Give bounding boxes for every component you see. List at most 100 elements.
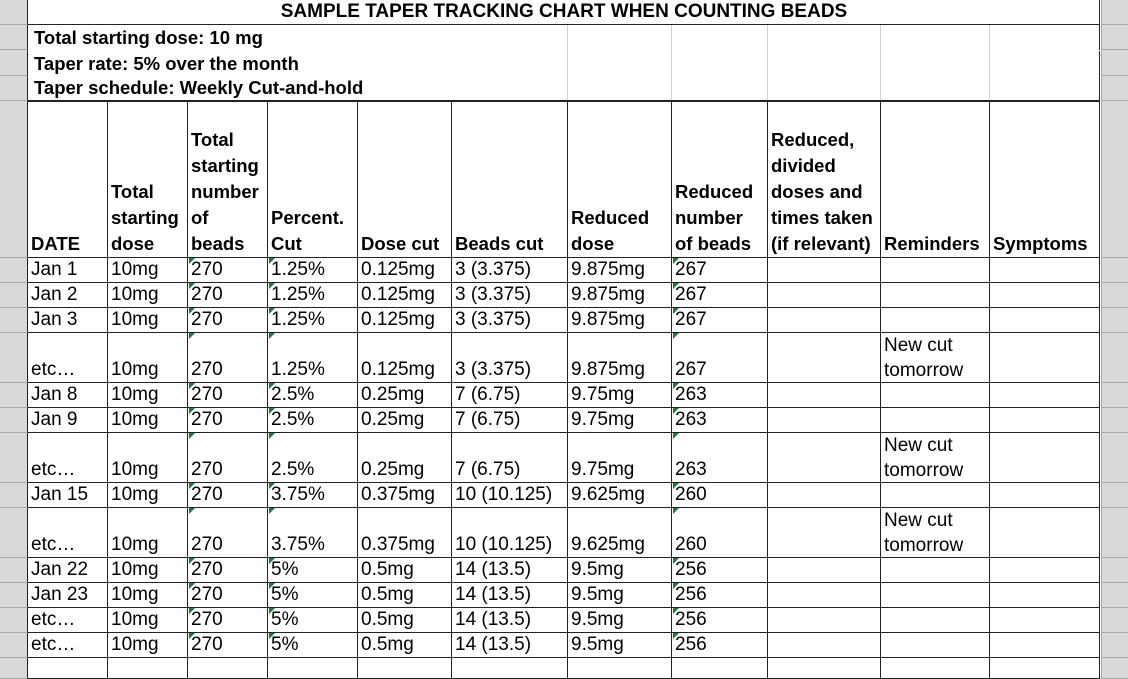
- error-indicator: [673, 483, 679, 489]
- table-cell: 9.5mg: [568, 633, 672, 658]
- table-cell: 2.5%: [268, 433, 358, 483]
- table-cell: [268, 658, 358, 679]
- table-cell: etc…: [28, 633, 108, 658]
- side-cell: [1101, 633, 1128, 658]
- table-cell: 270: [188, 558, 268, 583]
- table-cell: 270: [188, 583, 268, 608]
- row-header: [0, 258, 28, 283]
- row-header: [0, 101, 28, 258]
- table-cell: [768, 258, 881, 283]
- table-cell: [990, 308, 1100, 333]
- row-header: [0, 76, 28, 101]
- table-cell: 5%: [268, 583, 358, 608]
- side-cell: [1101, 258, 1128, 283]
- table-cell: [28, 658, 108, 679]
- table-cell: 0.375mg: [358, 508, 452, 558]
- table-cell: 7 (6.75): [452, 433, 568, 483]
- grid-line: [671, 25, 672, 100]
- side-cell: [1101, 25, 1128, 50]
- error-indicator: [269, 283, 275, 289]
- table-cell: [990, 333, 1100, 383]
- table-cell: 256: [672, 583, 768, 608]
- error-indicator: [269, 408, 275, 414]
- column-header: Total starting dose: [108, 101, 188, 258]
- table-cell: 10mg: [108, 483, 188, 508]
- row-header: [0, 383, 28, 408]
- side-cell: [1101, 0, 1128, 25]
- side-cell: [1101, 308, 1128, 333]
- table-cell: 14 (13.5): [452, 608, 568, 633]
- table-cell: [672, 658, 768, 679]
- table-cell: 7 (6.75): [452, 408, 568, 433]
- error-indicator: [269, 558, 275, 564]
- table-cell: 267: [672, 283, 768, 308]
- error-indicator: [673, 308, 679, 314]
- table-cell: 267: [672, 308, 768, 333]
- table-cell: 10mg: [108, 383, 188, 408]
- side-cell: [1101, 483, 1128, 508]
- table-cell: Jan 1: [28, 258, 108, 283]
- column-header: Beads cut: [452, 101, 568, 258]
- table-cell: 9.875mg: [568, 333, 672, 383]
- table-cell: [768, 408, 881, 433]
- error-indicator: [189, 258, 195, 264]
- row-header: [0, 608, 28, 633]
- error-indicator: [673, 508, 679, 514]
- table-cell: 10mg: [108, 308, 188, 333]
- table-cell: 0.125mg: [358, 258, 452, 283]
- table-cell: Jan 2: [28, 283, 108, 308]
- table-cell: 5%: [268, 633, 358, 658]
- error-indicator: [189, 433, 195, 439]
- table-cell: 3.75%: [268, 483, 358, 508]
- table-cell: [990, 608, 1100, 633]
- table-cell: [881, 283, 990, 308]
- row-header: [0, 50, 28, 76]
- table-cell: 270: [188, 433, 268, 483]
- table-cell: 9.875mg: [568, 283, 672, 308]
- table-cell: 1.25%: [268, 283, 358, 308]
- table-cell: [881, 583, 990, 608]
- error-indicator: [269, 333, 275, 339]
- grid-line: [989, 25, 990, 100]
- table-cell: 9.5mg: [568, 608, 672, 633]
- error-indicator: [189, 333, 195, 339]
- table-cell: 10mg: [108, 608, 188, 633]
- table-cell: [881, 308, 990, 333]
- table-cell: [768, 383, 881, 408]
- row-header: [0, 508, 28, 558]
- error-indicator: [673, 258, 679, 264]
- table-cell: [768, 633, 881, 658]
- row-header: [0, 583, 28, 608]
- table-cell: etc…: [28, 608, 108, 633]
- table-cell: [881, 558, 990, 583]
- table-cell: [768, 483, 881, 508]
- table-cell: [881, 633, 990, 658]
- info-line: Taper schedule: Weekly Cut-and-hold: [28, 76, 1100, 101]
- table-cell: 2.5%: [268, 408, 358, 433]
- table-cell: 9.75mg: [568, 408, 672, 433]
- error-indicator: [673, 333, 679, 339]
- table-cell: 5%: [268, 608, 358, 633]
- table-cell: [990, 383, 1100, 408]
- table-cell: [768, 583, 881, 608]
- table-cell: 10mg: [108, 633, 188, 658]
- error-indicator: [189, 508, 195, 514]
- table-cell: 1.25%: [268, 333, 358, 383]
- row-header: [0, 283, 28, 308]
- side-cell: [1101, 76, 1128, 101]
- table-cell: 10 (10.125): [452, 508, 568, 558]
- table-cell: 270: [188, 308, 268, 333]
- row-header: [0, 633, 28, 658]
- error-indicator: [269, 433, 275, 439]
- row-header: [0, 333, 28, 383]
- error-indicator: [269, 308, 275, 314]
- table-cell: 10mg: [108, 508, 188, 558]
- row-header: [0, 433, 28, 483]
- table-cell: 0.5mg: [358, 633, 452, 658]
- error-indicator: [269, 508, 275, 514]
- side-cell: [1101, 433, 1128, 483]
- table-cell: 260: [672, 483, 768, 508]
- table-cell: [990, 658, 1100, 679]
- table-cell: etc…: [28, 333, 108, 383]
